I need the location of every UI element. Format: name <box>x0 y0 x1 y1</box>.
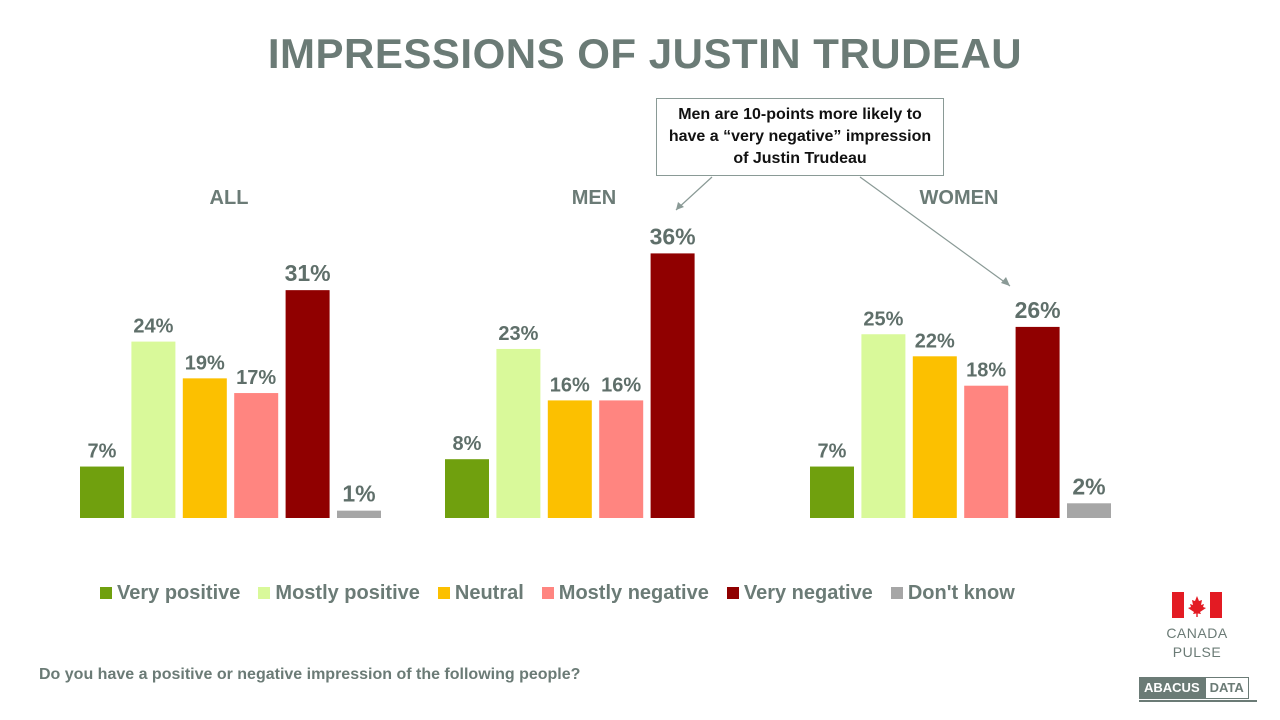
callout-arrowhead-women <box>1001 277 1010 286</box>
bar-all-don-t-know <box>337 510 381 518</box>
value-label-all-mostly-negative: 17% <box>236 367 276 389</box>
legend-label-mostly-negative: Mostly negative <box>558 581 709 604</box>
value-label-women-mostly-positive: 25% <box>863 308 903 330</box>
bar-men-neutral <box>547 400 592 518</box>
legend-swatch-very-positive <box>100 587 112 599</box>
bar-women-mostly-positive <box>861 334 906 518</box>
callout-arrowhead-men <box>676 202 684 210</box>
legend-item-don-t-know: Don't know <box>890 581 1015 605</box>
value-label-all-mostly-positive: 24% <box>133 316 173 338</box>
bar-men-very-negative <box>650 253 695 518</box>
value-label-men-very-negative: 36% <box>650 223 696 249</box>
bar-women-very-negative <box>1015 326 1060 518</box>
callout-arrows <box>675 176 1011 287</box>
legend-swatch-don-t-know <box>890 587 903 599</box>
value-label-women-neutral: 22% <box>915 330 955 352</box>
legend-label-mostly-positive: Mostly positive <box>275 581 420 604</box>
value-label-all-neutral: 19% <box>185 352 225 374</box>
legend-swatch-mostly-positive <box>258 587 271 599</box>
value-label-men-very-positive: 8% <box>453 433 482 455</box>
bar-women-mostly-negative <box>964 385 1009 518</box>
value-label-men-mostly-negative: 16% <box>601 374 641 396</box>
bar-all-mostly-positive <box>131 341 176 518</box>
bar-women-very-positive <box>810 466 854 518</box>
legend-swatch-neutral <box>437 587 450 599</box>
legend-item-very-positive: Very positive <box>100 582 240 605</box>
abacus-logo-part2: DATA <box>1204 677 1249 699</box>
callout-arrow-men <box>675 176 713 211</box>
bar-men-very-positive <box>445 459 489 518</box>
legend-label-don-t-know: Don't know <box>907 581 1015 604</box>
value-label-all-very-positive: 7% <box>88 441 117 463</box>
group-label-men: MEN <box>572 187 616 209</box>
legend-swatch-very-negative <box>726 587 739 599</box>
bar-men-mostly-positive <box>496 348 541 518</box>
canada-pulse-line2: PULSE <box>1172 644 1222 660</box>
legend-item-very-negative: Very negative <box>726 581 873 605</box>
legend-swatch-mostly-negative <box>541 587 554 599</box>
value-label-women-don-t-know: 2% <box>1072 473 1105 499</box>
survey-question: Do you have a positive or negative impre… <box>39 666 581 683</box>
bar-all-mostly-negative <box>234 393 279 518</box>
legend-item-mostly-positive: Mostly positive <box>258 581 420 605</box>
value-label-all-very-negative: 31% <box>285 260 331 286</box>
legend-label-very-positive: Very positive <box>117 581 241 604</box>
abacus-logo-part1: ABACUS <box>1139 677 1205 699</box>
value-label-women-very-positive: 7% <box>818 441 847 463</box>
value-label-men-neutral: 16% <box>550 374 590 396</box>
canada-flag-icon <box>1172 592 1222 618</box>
value-label-all-don-t-know: 1% <box>342 481 375 507</box>
legend-label-very-negative: Very negative <box>743 581 873 604</box>
value-label-men-mostly-positive: 23% <box>498 323 538 345</box>
callout-box: Men are 10-points more likely to have a … <box>656 98 944 176</box>
legend-item-neutral: Neutral <box>437 581 524 605</box>
bar-all-neutral <box>182 378 227 518</box>
bar-men-mostly-negative <box>599 400 644 518</box>
group-label-women: WOMEN <box>920 187 999 209</box>
canada-pulse-logo: CANADA PULSE <box>1160 592 1234 662</box>
legend-label-neutral: Neutral <box>454 581 524 604</box>
group-label-all: ALL <box>210 187 249 209</box>
chart-title: IMPRESSIONS OF JUSTIN TRUDEAU <box>267 30 1023 77</box>
callout-arrow-women <box>859 176 1011 287</box>
bar-women-don-t-know <box>1067 503 1111 518</box>
legend-item-mostly-negative: Mostly negative <box>541 581 709 605</box>
value-label-women-very-negative: 26% <box>1015 297 1061 323</box>
bar-women-neutral <box>912 356 957 518</box>
chart-legend: Very positive Mostly positive Neutral Mostl… <box>100 581 1033 605</box>
bar-all-very-negative <box>285 290 330 518</box>
abacus-logo-rule <box>1139 700 1257 702</box>
bar-all-very-positive <box>80 466 124 518</box>
abacus-data-logo: ABACUS DATA <box>1139 677 1249 699</box>
value-label-women-mostly-negative: 18% <box>966 360 1006 382</box>
canada-pulse-line1: CANADA <box>1166 625 1228 641</box>
